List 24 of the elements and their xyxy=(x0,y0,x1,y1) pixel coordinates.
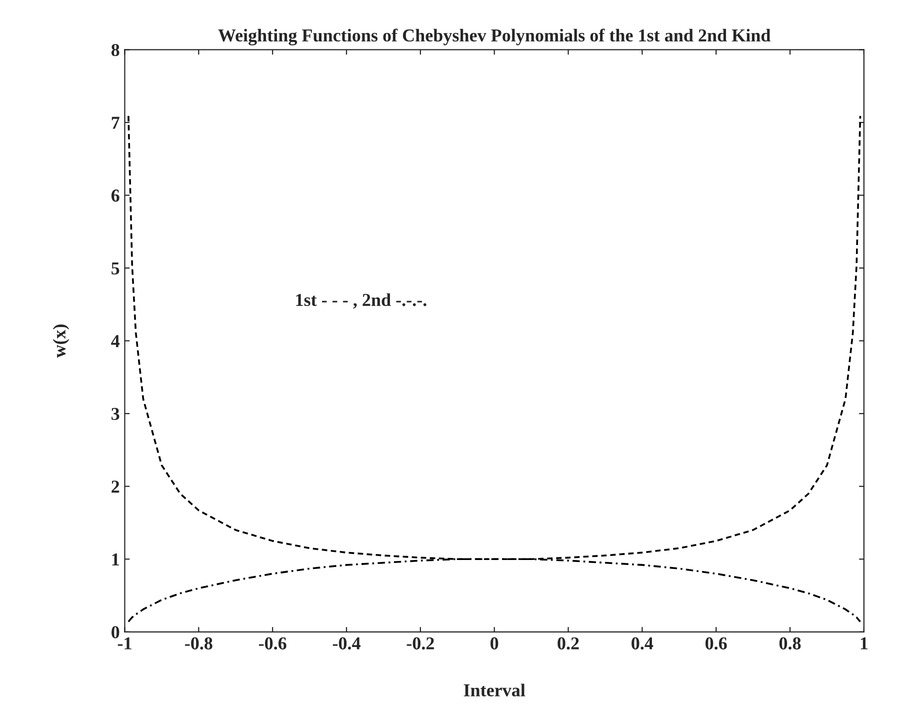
y-axis-title: w(x) xyxy=(52,324,70,358)
x-tick-label: 0.4 xyxy=(632,637,654,650)
y-tick-label: 0 xyxy=(112,626,120,638)
y-tick-label: 3 xyxy=(112,408,120,420)
x-tick-label: 0.6 xyxy=(706,637,727,650)
x-tick-label: 0 xyxy=(490,637,498,650)
chart-title: Weighting Functions of Chebyshev Polynomials of the 1st and 2nd Kind xyxy=(218,28,771,46)
x-tick-label: 0.2 xyxy=(558,637,579,650)
x-tick-label: -0.6 xyxy=(258,637,286,650)
x-axis-title: Interval xyxy=(464,684,526,696)
y-tick-label: 8 xyxy=(111,44,120,56)
y-tick-label: 7 xyxy=(112,116,120,129)
annotation: 1st - - - , 2nd -.-.-. xyxy=(296,293,426,309)
x-tick-label: -0.4 xyxy=(332,637,360,650)
x-tick-label: -0.8 xyxy=(185,637,212,650)
y-tick-label: 4 xyxy=(111,335,120,348)
x-tick-label: -1 xyxy=(118,637,132,650)
x-tick-label: 1 xyxy=(860,637,868,650)
y-tick-label: 2 xyxy=(112,480,120,493)
y-tick-label: 5 xyxy=(112,262,120,274)
x-tick-label: -0.2 xyxy=(406,637,434,650)
y-tick-label: 6 xyxy=(111,190,120,202)
y-tick-label: 1 xyxy=(112,553,119,566)
x-tick-label: 0.8 xyxy=(779,637,801,650)
